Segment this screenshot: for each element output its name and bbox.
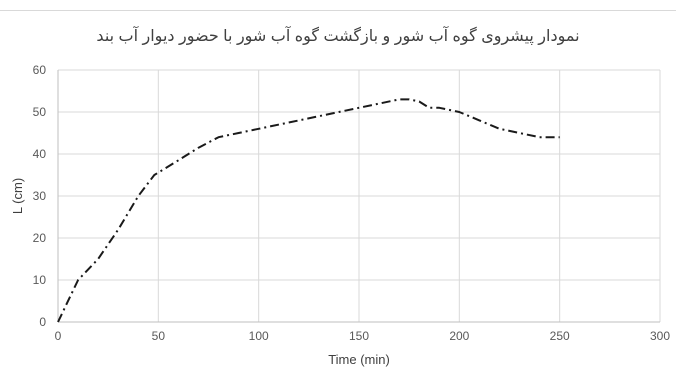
x-tick-label: 250 (550, 329, 570, 343)
x-tick-label: 300 (650, 329, 670, 343)
series-line (57, 98, 560, 323)
x-tick-label: 100 (249, 329, 269, 343)
chart-title: نمودار پیشروی گوه آب شور و بازگشت گوه آب… (96, 28, 580, 45)
x-tick-label: 0 (55, 329, 62, 343)
x-axis-title: Time (min) (328, 352, 390, 367)
y-tick-label: 40 (33, 147, 47, 161)
tick-labels: 0 50 100 150 200 250 300 0 10 20 30 40 50 60 (33, 63, 671, 343)
y-tick-label: 0 (39, 315, 46, 329)
series-layer (57, 98, 560, 323)
x-tick-label: 50 (152, 329, 166, 343)
y-tick-label: 30 (33, 189, 47, 203)
y-tick-label: 10 (33, 273, 47, 287)
axes (57, 70, 660, 323)
y-axis-title: L (cm) (10, 178, 25, 214)
y-tick-label: 60 (33, 63, 47, 77)
y-tick-label: 20 (33, 231, 47, 245)
x-tick-label: 150 (349, 329, 369, 343)
top-divider (0, 10, 676, 11)
x-tick-label: 200 (449, 329, 469, 343)
y-tick-label: 50 (33, 105, 47, 119)
